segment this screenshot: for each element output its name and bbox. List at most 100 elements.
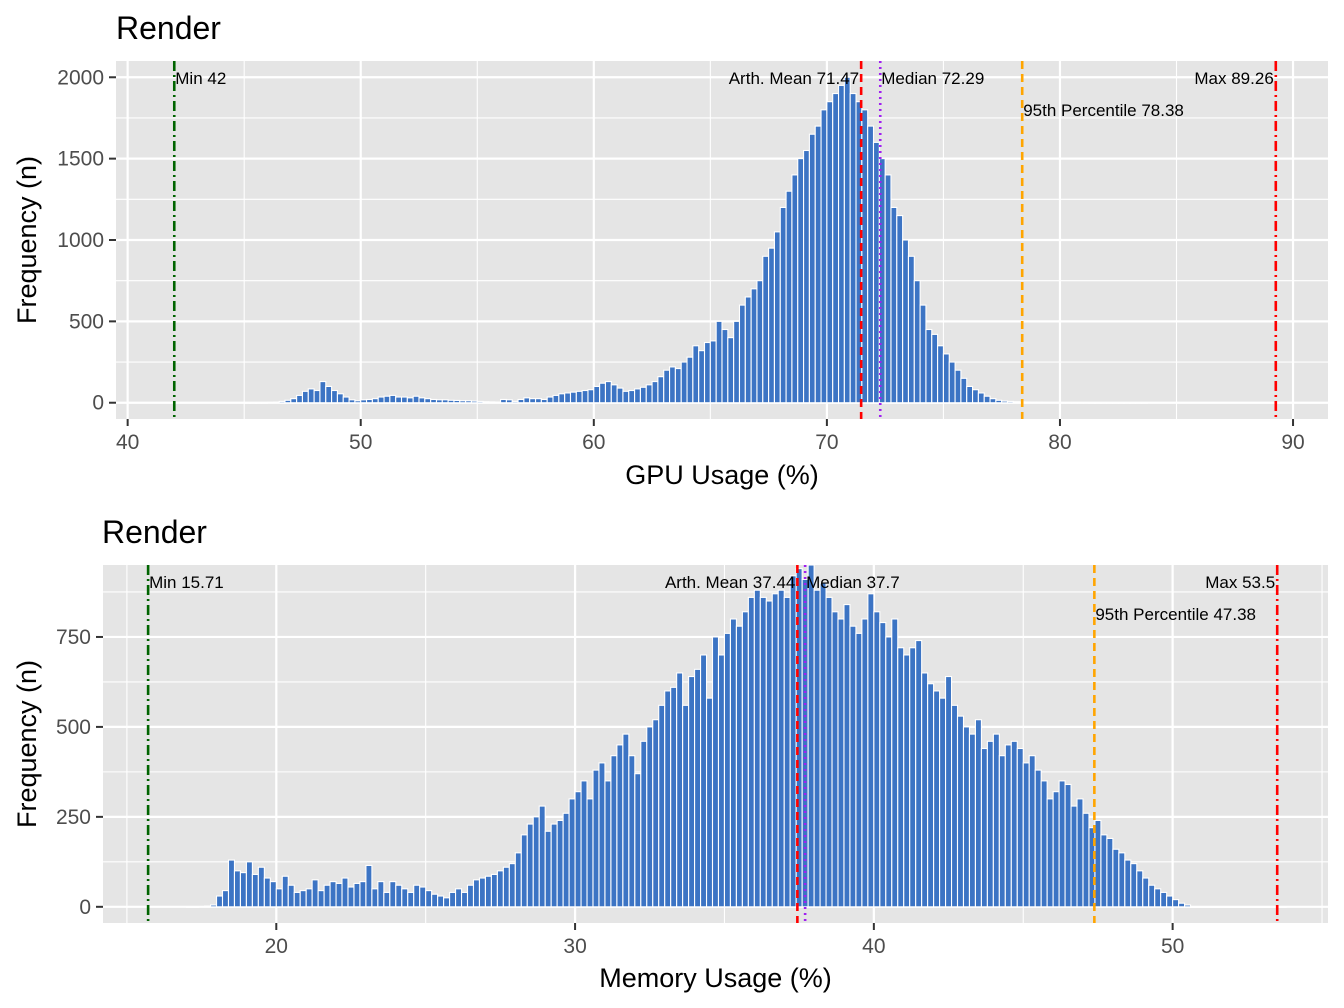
- histogram-bar: [777, 589, 785, 908]
- histogram-bar: [496, 870, 504, 908]
- histogram-bar: [765, 600, 773, 908]
- histogram-bar: [670, 686, 678, 908]
- histogram-bar: [400, 396, 408, 404]
- histogram-bar: [419, 886, 427, 908]
- histogram-bar: [939, 697, 947, 908]
- histogram-bar: [472, 879, 481, 908]
- histogram-bar: [575, 390, 583, 404]
- histogram-bar: [1058, 780, 1066, 908]
- histogram-bar: [610, 755, 618, 908]
- histogram-bar: [281, 875, 289, 908]
- x-tick-label: 60: [582, 431, 605, 454]
- histogram-bar: [1076, 798, 1084, 908]
- histogram-bar: [447, 399, 455, 404]
- y-tick-label: 0: [92, 392, 104, 415]
- histogram-bar: [622, 390, 630, 404]
- histogram-bar: [494, 401, 502, 404]
- histogram-bar: [441, 399, 449, 404]
- chart-title: Render: [116, 10, 221, 46]
- histogram-bar: [359, 881, 367, 908]
- histogram-bar: [1237, 906, 1245, 908]
- histogram-bar: [341, 877, 349, 908]
- histogram-bar: [884, 174, 892, 404]
- histogram-bar: [1065, 402, 1073, 404]
- histogram-bar: [819, 582, 827, 908]
- histogram-bar: [186, 906, 194, 908]
- histogram-bar: [676, 672, 684, 908]
- histogram-bar: [544, 830, 552, 908]
- histogram-bar: [568, 798, 576, 908]
- histogram-bar: [813, 589, 821, 908]
- histogram-bar: [933, 690, 941, 908]
- histogram-bar: [753, 589, 761, 908]
- histogram-bar: [1053, 401, 1061, 404]
- histogram-bar: [459, 400, 467, 404]
- histogram-bar: [604, 780, 612, 908]
- histogram-bar: [937, 345, 944, 404]
- histogram-bar: [744, 296, 752, 404]
- histogram-bar: [233, 870, 241, 908]
- axes: 40 50 60 70 80 90 0 500 1000 1500 2000: [57, 66, 1304, 454]
- histogram-bar: [972, 389, 979, 404]
- histogram-bar: [502, 866, 510, 908]
- histogram-bar: [1136, 870, 1144, 908]
- histogram-bar: [738, 304, 746, 404]
- histogram-bar: [406, 397, 414, 404]
- histogram-bar: [598, 762, 606, 908]
- reference-lines: Min 42 Arth. Mean 71.47 Median 72.29 95th P…: [172, 61, 1278, 419]
- histogram-bar: [365, 864, 373, 908]
- histogram-bar: [1166, 895, 1174, 908]
- histogram-bar: [931, 333, 939, 404]
- histogram-bar: [366, 398, 373, 404]
- reference-lines: Min 15.71 Arth. Mean 37.44 Median 37.7 95th…: [146, 565, 1279, 923]
- histogram-bar: [1094, 819, 1102, 908]
- histogram-bar: [785, 190, 793, 404]
- histogram-bar: [919, 304, 927, 404]
- histogram-bar: [592, 769, 600, 908]
- histogram-bar: [313, 389, 321, 404]
- y-tick-label: 1000: [57, 229, 104, 252]
- reference-line-label: Median 37.7: [806, 573, 900, 592]
- x-tick-label: 20: [265, 935, 288, 958]
- histogram-bar: [1255, 906, 1263, 908]
- histogram-bar: [263, 877, 271, 908]
- histogram-bar: [966, 385, 974, 404]
- histogram-bar: [389, 881, 397, 908]
- histogram-bar: [1112, 848, 1120, 908]
- histogram-bar: [383, 891, 391, 908]
- histogram-bar: [1076, 402, 1084, 404]
- histogram-bar: [878, 158, 886, 404]
- histogram-bar: [779, 206, 787, 404]
- histogram-bar: [534, 398, 542, 404]
- x-axis-label: GPU Usage (%): [625, 460, 819, 490]
- histogram-bar: [1207, 906, 1216, 908]
- histogram-bar: [616, 387, 624, 404]
- histogram-bar: [717, 654, 726, 908]
- histogram-bar: [1046, 798, 1054, 908]
- histogram-bar: [680, 361, 688, 404]
- histogram-bar: [261, 402, 269, 404]
- histogram-bar: [826, 101, 834, 404]
- histogram-bar: [808, 133, 816, 404]
- histogram-bar: [709, 340, 717, 404]
- histogram-bar: [562, 812, 570, 908]
- histogram-bar: [514, 852, 522, 908]
- histogram-bar: [1213, 906, 1221, 908]
- reference-line-label: Max 53.5: [1205, 573, 1275, 592]
- histogram-bars: [243, 76, 1148, 404]
- histogram-bar: [460, 891, 469, 908]
- histogram-bar: [801, 578, 809, 908]
- histogram-bar: [913, 280, 921, 404]
- histogram-bar: [896, 215, 904, 404]
- histogram-bar: [466, 884, 475, 908]
- histogram-bar: [476, 400, 484, 404]
- histogram-bar: [331, 389, 338, 404]
- histogram-bar: [581, 389, 589, 404]
- histogram-bar: [727, 337, 735, 404]
- histogram-bar: [532, 816, 540, 908]
- histogram-bar: [639, 386, 647, 404]
- histogram-bar: [1160, 891, 1168, 908]
- histogram-bar: [540, 398, 548, 404]
- histogram-bar: [453, 399, 461, 404]
- histogram-bar: [1106, 402, 1113, 404]
